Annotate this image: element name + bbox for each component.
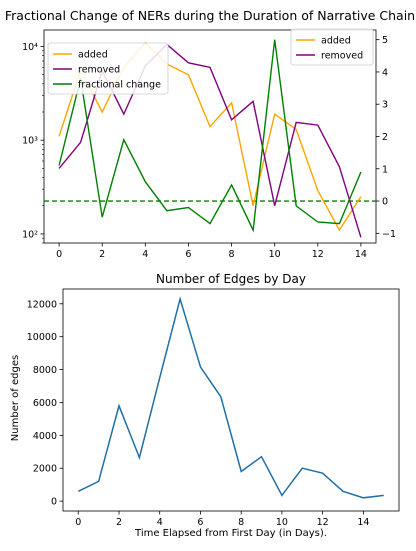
chart-ner-fractional-change: Fractional Change of NERs during the Dur… (5, 8, 415, 260)
chart2-edges-line (78, 299, 383, 498)
chart1-x-tick-label: 0 (56, 249, 62, 260)
chart1-x-tick-label: 8 (229, 249, 235, 260)
chart2-y-tick-label: 12000 (27, 299, 57, 310)
chart1-right-y-tick-label: 5 (382, 35, 388, 46)
chart1-legend-label-removed: removed (321, 51, 363, 62)
chart2-x-tick-label: 6 (197, 517, 203, 528)
chart1-x-tick-label: 2 (99, 249, 105, 260)
chart2-x-tick-label: 2 (116, 517, 122, 528)
chart1-legend-label-removed: removed (78, 65, 120, 76)
chart1-right-y-tick-label: 2 (382, 132, 388, 143)
chart2-y-tick-label: 8000 (33, 365, 57, 376)
chart2-x-tick-label: 14 (357, 517, 369, 528)
chart1-legend-upper-right: added removed (291, 29, 373, 65)
chart2-x-axis-label: Time Elapsed from First Day (in Days). (134, 528, 327, 539)
chart-edges-by-day: Number of Edges by Day 0 2 4 6 8 10 12 14 0 2000… (10, 272, 399, 539)
chart1-title: Fractional Change of NERs during the Dur… (5, 8, 415, 23)
chart2-y-tick-label: 6000 (33, 398, 57, 409)
chart1-x-tick-label: 6 (185, 249, 191, 260)
chart2-x-tick-label: 8 (238, 517, 244, 528)
chart2-x-tick-label: 12 (317, 517, 329, 528)
chart1-legend-label-fractional-change: fractional change (78, 80, 161, 91)
chart2-y-tick-label: 4000 (33, 431, 57, 442)
chart1-left-y-tick-label: 10² (22, 229, 38, 240)
chart1-x-tick-label: 12 (312, 249, 324, 260)
chart2-x-tick-label: 0 (75, 517, 81, 528)
chart2-y-axis-label: Number of edges (10, 355, 21, 441)
chart2-y-tick-label: 0 (51, 497, 57, 508)
chart1-legend-label-added: added (321, 36, 351, 47)
chart2-y-tick-label: 2000 (33, 464, 57, 475)
chart1-left-y-tick-label: 10³ (22, 136, 38, 147)
chart1-right-y-tick-label: 1 (382, 164, 388, 175)
chart1-right-y-tick-label: 3 (382, 100, 388, 111)
chart1-x-tick-label: 14 (355, 249, 367, 260)
chart1-legend-label-added: added (78, 50, 108, 61)
chart2-y-tick-label: 10000 (27, 332, 57, 343)
chart1-left-y-tick-label: 10⁴ (22, 42, 38, 53)
chart2-x-tick-label: 10 (276, 517, 288, 528)
chart1-x-tick-label: 10 (269, 249, 281, 260)
chart1-right-y-tick-label: 0 (382, 197, 388, 208)
chart2-title: Number of Edges by Day (156, 272, 306, 286)
chart1-legend-upper-left: added removed fractional change (48, 43, 168, 94)
chart1-x-tick-label: 4 (142, 249, 148, 260)
chart1-right-y-tick-label: 4 (382, 67, 388, 78)
chart1-right-y-tick-label: −1 (382, 229, 396, 240)
chart2-x-tick-label: 4 (157, 517, 163, 528)
chart2-plot-frame (63, 289, 399, 511)
